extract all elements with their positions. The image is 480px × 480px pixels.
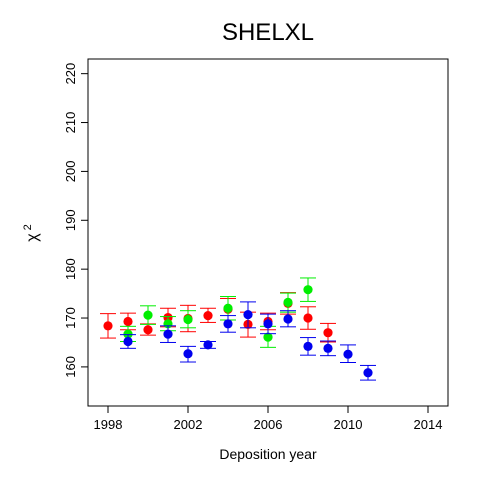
- data-point: [303, 341, 313, 351]
- series-3: [120, 301, 376, 381]
- data-point: [283, 314, 293, 324]
- x-tick-label: 2002: [174, 417, 203, 432]
- y-tick-label: 170: [63, 307, 78, 329]
- series-layer: [100, 277, 376, 381]
- x-tick-label: 2010: [334, 417, 363, 432]
- x-tick-label: 2006: [254, 417, 283, 432]
- data-point: [143, 325, 153, 335]
- data-point: [303, 285, 313, 295]
- data-point: [343, 349, 353, 359]
- y-tick-label: 190: [63, 209, 78, 231]
- y-tick-label: 220: [63, 63, 78, 85]
- chart-title: SHELXL: [222, 19, 314, 46]
- data-point: [163, 329, 173, 339]
- y-axis: 160 170 180 190 200 210 220: [63, 63, 89, 378]
- data-point: [363, 368, 373, 378]
- data-point: [223, 303, 233, 313]
- data-point: [283, 297, 293, 307]
- data-point: [183, 314, 193, 325]
- data-point: [203, 310, 213, 321]
- data-point: [183, 349, 193, 359]
- data-point: [323, 328, 333, 338]
- x-axis: 1998 2002 2006 2010 2014: [94, 405, 443, 432]
- series-2: [120, 277, 316, 348]
- data-point: [123, 336, 133, 347]
- y-tick-label: 180: [63, 258, 78, 280]
- data-point: [323, 343, 333, 353]
- data-point: [143, 310, 153, 320]
- y-axis-label-sup: 2: [22, 224, 34, 230]
- y-axis-label-main: χ: [24, 233, 41, 242]
- y-tick-label: 160: [63, 356, 78, 378]
- y-tick-label: 210: [63, 112, 78, 134]
- y-axis-label: χ2: [22, 224, 41, 242]
- data-point: [223, 319, 233, 329]
- data-point: [243, 310, 253, 320]
- data-point: [303, 313, 313, 323]
- plot-frame: [87, 58, 449, 407]
- data-point: [203, 340, 213, 350]
- x-tick-label: 2014: [414, 417, 443, 432]
- x-tick-label: 1998: [94, 417, 123, 432]
- data-point: [263, 332, 273, 342]
- y-tick-label: 200: [63, 161, 78, 183]
- data-point: [103, 321, 113, 331]
- data-point: [263, 319, 273, 329]
- data-point: [123, 316, 133, 327]
- x-axis-label: Deposition year: [219, 446, 317, 462]
